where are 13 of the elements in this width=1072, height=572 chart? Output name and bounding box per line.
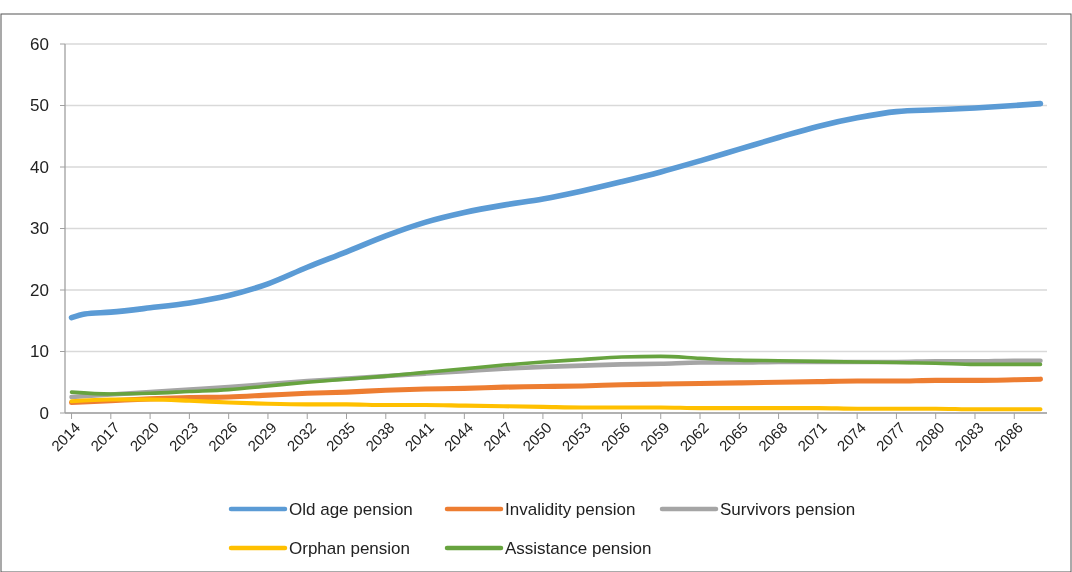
legend-label: Orphan pension xyxy=(289,538,410,558)
y-tick-label: 30 xyxy=(30,219,49,239)
y-tick-label: 60 xyxy=(30,34,49,54)
legend-label: Survivors pension xyxy=(720,499,856,519)
legend-label: Old age pension xyxy=(289,499,413,519)
legend-label: Invalidity pension xyxy=(505,499,636,519)
y-tick-label: 50 xyxy=(30,96,49,116)
legend-label: Assistance pension xyxy=(505,538,652,558)
line-series xyxy=(69,397,1043,412)
y-tick-label: 40 xyxy=(30,157,49,177)
y-tick-label: 10 xyxy=(30,342,49,362)
y-tick-label: 20 xyxy=(30,280,49,300)
y-tick-label: 0 xyxy=(39,403,49,423)
